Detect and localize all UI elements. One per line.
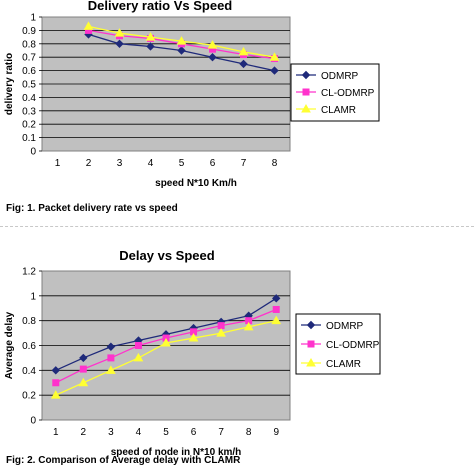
data-point <box>188 333 199 342</box>
data-point <box>269 52 280 61</box>
legend-marker <box>302 88 310 96</box>
figure-1-caption: Fig: 1. Packet delivery rate vs speed <box>6 203 178 214</box>
y-tick-label: 0.3 <box>22 106 36 117</box>
x-tick-label: 3 <box>117 158 123 169</box>
delivery-ratio-chart: Delivery ratio Vs Speed 0 0.1 0.2 0.3 0.4 0.5 0… <box>4 0 380 189</box>
y-tick-label: 0 <box>30 416 36 427</box>
legend-marker <box>307 340 315 348</box>
x-axis-label: speed of node in N*10 km/h <box>111 447 242 458</box>
x-axis-label: speed N*10 Km/h <box>155 178 237 189</box>
y-tick-label: 0.2 <box>22 120 36 131</box>
series-clamr <box>50 315 282 399</box>
legend-label: CL-ODMRP <box>326 340 380 351</box>
data-point <box>114 28 125 37</box>
x-tick-label: 8 <box>246 427 252 438</box>
x-tick-label: 5 <box>179 158 185 169</box>
legend-label: CL-ODMRP <box>321 88 375 99</box>
legend-label: ODMRP <box>321 71 359 82</box>
series-odmrp <box>84 30 279 75</box>
y-tick-label: 0 <box>30 147 36 158</box>
data-point <box>106 365 116 374</box>
x-tick-label: 3 <box>108 427 114 438</box>
data-point <box>52 379 60 387</box>
data-point <box>107 354 115 362</box>
data-point <box>51 366 60 375</box>
chart-title: Delivery ratio Vs Speed <box>88 0 233 13</box>
data-point <box>271 315 282 325</box>
x-tick-label: 1 <box>53 427 59 438</box>
y-tick-label: 0.6 <box>22 66 36 77</box>
y-tick-label: 0.4 <box>22 366 36 377</box>
data-point <box>161 338 171 347</box>
section-divider <box>0 226 474 227</box>
legend-label: CLAMR <box>321 105 356 116</box>
y-tick-label: 0.4 <box>22 93 36 104</box>
data-point <box>176 36 187 45</box>
data-point <box>270 66 279 75</box>
chart-title: Delay vs Speed <box>119 248 214 263</box>
x-tick-label: 5 <box>163 427 169 438</box>
data-point <box>145 32 156 41</box>
legend-label: CLAMR <box>326 359 361 370</box>
y-tick-label: 0.1 <box>22 133 36 144</box>
x-tick-label: 1 <box>55 158 61 169</box>
y-tick-label: 1.2 <box>22 267 36 278</box>
x-tick-label: 9 <box>273 427 279 438</box>
legend: ODMRP CL-ODMRP CLAMR <box>290 63 380 122</box>
y-tick-label: 0.8 <box>22 316 36 327</box>
data-point <box>146 42 155 51</box>
data-point <box>106 342 116 351</box>
data-point <box>177 46 186 55</box>
x-tick-label: 8 <box>272 158 278 169</box>
x-tick-label: 6 <box>191 427 197 438</box>
x-tick-label: 4 <box>148 158 154 169</box>
x-tick-label: 4 <box>136 427 142 438</box>
x-tick-label: 2 <box>86 158 92 169</box>
data-point <box>239 59 248 69</box>
data-point <box>238 46 249 56</box>
data-point <box>79 353 88 363</box>
y-tick-label: 0.7 <box>22 53 36 64</box>
y-tick-label: 0.2 <box>22 391 36 402</box>
data-point <box>83 21 94 30</box>
legend-label: ODMRP <box>326 321 364 332</box>
legend-marker <box>306 357 316 367</box>
legend: ODMRP CL-ODMRP CLAMR <box>295 313 381 375</box>
x-tick-label: 7 <box>241 158 247 169</box>
data-point <box>78 377 89 387</box>
legend-marker <box>301 103 311 113</box>
data-point <box>50 390 61 399</box>
data-point <box>243 321 254 331</box>
data-point <box>272 305 280 313</box>
data-point <box>133 352 144 362</box>
y-tick-label: 1 <box>30 291 36 302</box>
data-point <box>79 365 87 373</box>
legend-marker <box>301 70 311 80</box>
data-point <box>272 294 281 303</box>
data-point <box>115 39 124 49</box>
data-point <box>207 40 218 49</box>
data-point <box>134 342 142 349</box>
x-tick-label: 7 <box>218 427 224 438</box>
y-tick-label: 0.9 <box>22 26 36 37</box>
x-tick-label: 2 <box>81 427 87 438</box>
figure-2-caption: Fig: 2. Comparison of Average delay with… <box>6 455 241 466</box>
data-point <box>208 52 217 62</box>
data-point <box>216 328 226 337</box>
y-tick-label: 0.8 <box>22 39 36 50</box>
y-axis-label: Average delay <box>4 311 15 379</box>
legend-marker <box>306 320 316 330</box>
y-axis-label: delivery ratio <box>4 53 15 115</box>
data-point <box>217 322 225 330</box>
x-tick-label: 6 <box>210 158 216 169</box>
series-clamr <box>83 21 280 61</box>
delay-chart: Delay vs Speed 0 0.2 0.4 0.6 0.8 1 1.2 1 2 3 4 5 6 7 8 9… <box>4 248 381 458</box>
y-tick-label: 0.6 <box>22 341 36 352</box>
y-tick-label: 1 <box>30 13 36 24</box>
y-tick-label: 0.5 <box>22 80 36 91</box>
